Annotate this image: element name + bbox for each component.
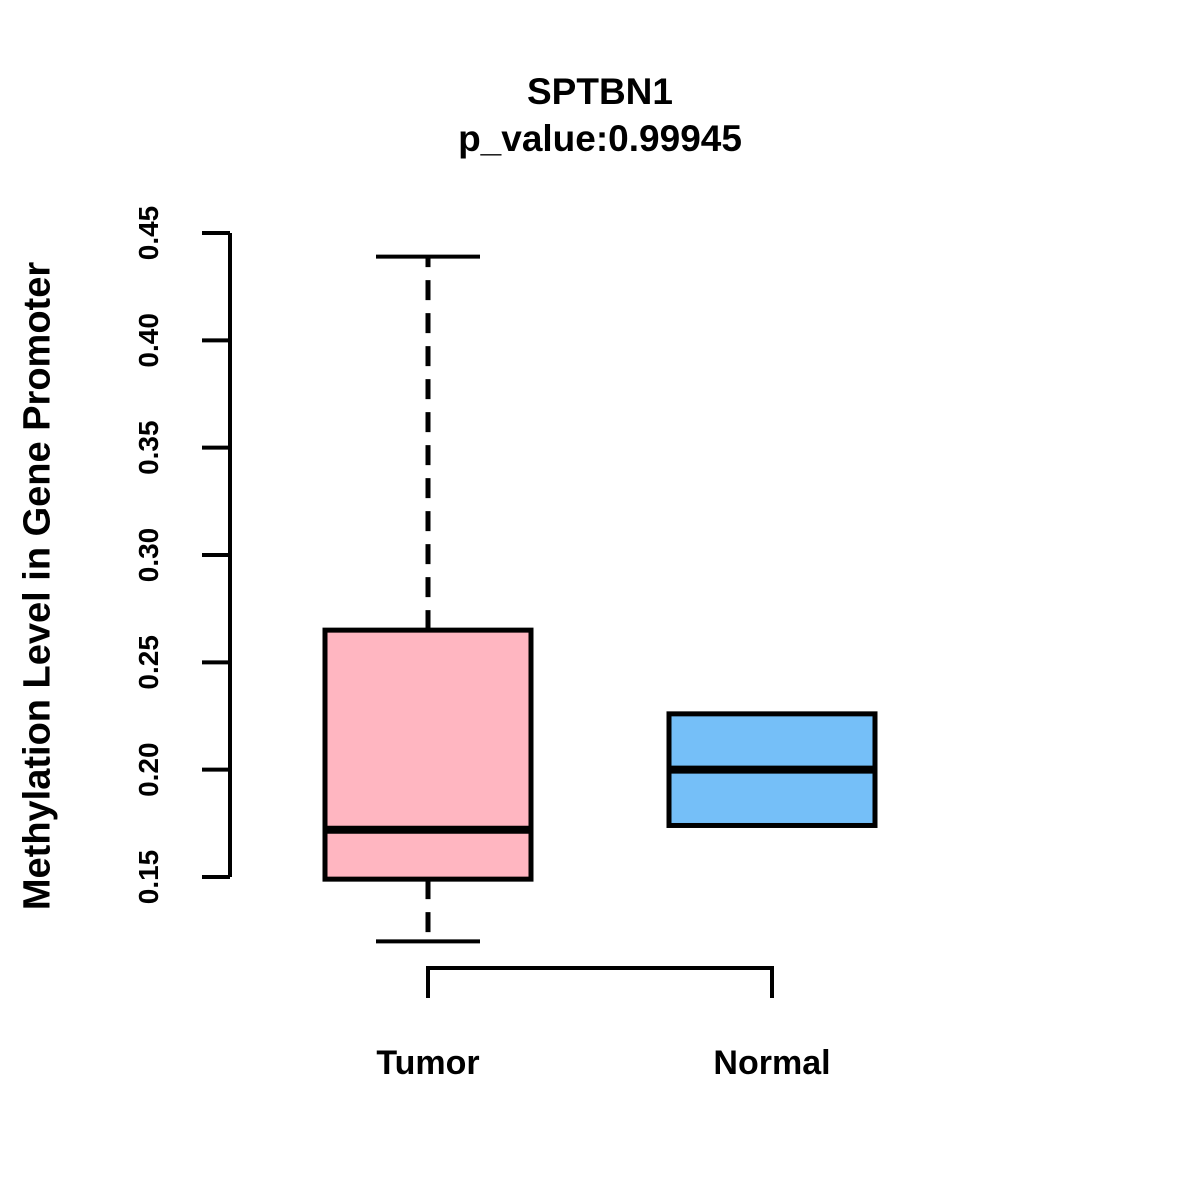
y-axis-tick-label: 0.15 [133,850,164,905]
y-axis-tick-label: 0.20 [133,742,164,797]
y-axis-tick-label: 0.25 [133,635,164,690]
comparison-bracket-group [426,966,774,998]
chart-title: SPTBN1 [527,71,673,112]
y-axis-tick-label: 0.45 [133,206,164,261]
y-axis-tick-label: 0.40 [133,313,164,368]
x-category-labels: Tumor Normal [376,1044,830,1082]
y-axis-tick-label: 0.35 [133,420,164,475]
y-axis-title: Methylation Level in Gene Promoter [16,262,58,910]
boxes [322,254,878,944]
tumor-box [322,627,534,882]
group-label-tumor: Tumor [376,1044,479,1082]
group-label-normal: Normal [713,1044,830,1082]
y-axis: 0.15 0.20 0.25 0.30 0.35 0.40 0.45 [133,206,232,905]
chart-subtitle: p_value:0.99945 [458,118,742,159]
y-axis-tick-label: 0.30 [133,528,164,583]
comparison-bracket [426,966,774,998]
